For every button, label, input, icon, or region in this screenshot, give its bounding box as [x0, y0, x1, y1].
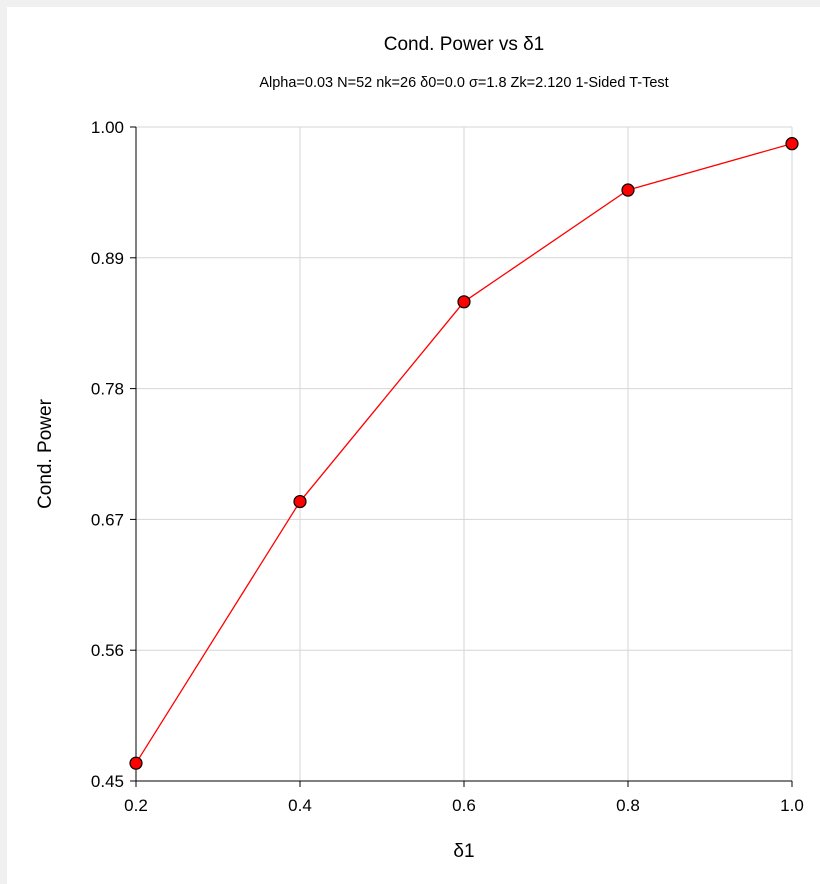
data-point	[129, 756, 143, 770]
data-point	[293, 494, 307, 509]
y-axis-label: Cond. Power	[35, 398, 56, 509]
y-tick-label: 0.56	[91, 641, 124, 660]
x-tick-label: 0.4	[288, 796, 312, 815]
grid-lines	[135, 126, 793, 782]
x-tick-label: 0.6	[452, 796, 476, 815]
data-point	[457, 295, 471, 309]
y-tick-label: 0.45	[91, 772, 124, 791]
x-tick-label: 0.2	[124, 796, 148, 815]
x-axis-label: δ1	[453, 841, 474, 862]
chart-panel	[7, 7, 820, 884]
x-tick-label: 0.8	[616, 796, 640, 815]
chart-subtitle: Alpha=0.03 N=52 nk=26 δ0=0.0 σ=1.8 Zk=2.…	[259, 75, 668, 91]
y-tick-label: 1.00	[91, 118, 124, 137]
x-tick-label: 1.0	[780, 796, 804, 815]
tick-labels: 0.45 0.56 0.67 0.78 0.89 1.00 0.2 0.4 0.6 0.8 1.0	[91, 118, 804, 815]
y-tick-label: 0.89	[91, 249, 124, 268]
axes	[130, 126, 793, 787]
y-tick-label: 0.78	[91, 380, 124, 399]
y-tick-label: 0.67	[91, 510, 124, 529]
chart-title: Cond. Power vs δ1	[384, 34, 545, 55]
data-point	[785, 137, 799, 151]
data-series	[129, 137, 799, 770]
data-point	[621, 183, 635, 197]
